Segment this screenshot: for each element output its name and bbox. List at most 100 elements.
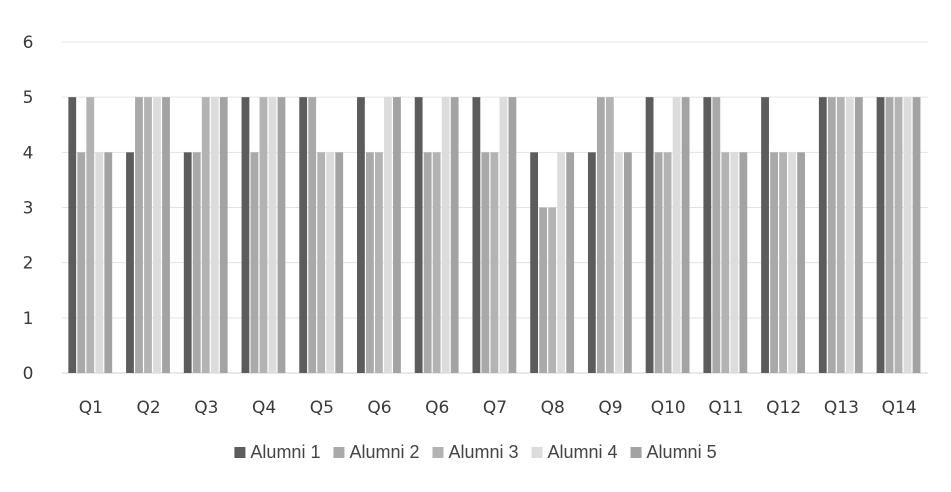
x-tick-label: Q9 xyxy=(598,398,622,418)
bar xyxy=(557,152,566,373)
bar xyxy=(605,97,614,374)
y-tick-label: 6 xyxy=(23,33,34,53)
y-tick-label: 3 xyxy=(23,199,34,219)
bar xyxy=(836,97,845,374)
bar xyxy=(712,97,721,374)
bar xyxy=(384,97,392,374)
x-tick-label: Q8 xyxy=(541,398,565,418)
bar xyxy=(623,152,632,373)
bar-group xyxy=(761,97,805,374)
legend-item: Alumni 1 xyxy=(234,442,320,462)
bar xyxy=(645,97,654,374)
bar xyxy=(845,97,854,374)
bar xyxy=(268,97,277,374)
bar xyxy=(530,152,539,373)
bar xyxy=(423,152,432,373)
legend-item: Alumni 3 xyxy=(432,442,519,462)
bar xyxy=(672,97,681,374)
bar xyxy=(104,152,113,373)
legend-item: Alumni 5 xyxy=(630,442,717,462)
bar xyxy=(441,97,450,374)
bar xyxy=(144,97,152,374)
bar xyxy=(250,152,259,373)
x-tick-label: Q10 xyxy=(651,398,686,418)
bar xyxy=(366,152,374,373)
bar-group xyxy=(645,97,690,374)
bar xyxy=(770,152,778,373)
bar xyxy=(135,97,143,374)
bar xyxy=(703,97,712,374)
x-tick-label: Q11 xyxy=(708,398,743,418)
x-axis-ticks: Q1 Q2 Q3 Q4 Q5 Q6 Q6 Q7 Q8 Q9 Q10 Q11 Q12 Q13 Q14 xyxy=(79,398,917,418)
bar xyxy=(219,97,228,374)
bar xyxy=(192,152,201,373)
bar xyxy=(779,152,787,373)
bar xyxy=(299,97,308,374)
bar xyxy=(472,97,481,374)
bar xyxy=(86,97,95,374)
bar xyxy=(201,97,210,374)
bar-group xyxy=(472,97,517,374)
bar xyxy=(162,97,170,374)
bar xyxy=(490,152,499,373)
legend: Alumni 1 Alumni 2 Alumni 3 Alumni 4 Alumni 5 xyxy=(234,442,717,462)
legend-label: Alumni 3 xyxy=(448,442,518,462)
legend-swatch xyxy=(432,447,444,458)
bar xyxy=(548,207,557,373)
bar-group xyxy=(357,97,401,374)
x-tick-label: Q12 xyxy=(766,398,801,418)
bar xyxy=(876,97,885,374)
legend-label: Alumni 5 xyxy=(647,442,717,462)
bar xyxy=(375,152,383,373)
x-tick-label: Q6 xyxy=(425,398,449,418)
bar-group xyxy=(703,97,748,374)
legend-item: Alumni 2 xyxy=(333,442,419,462)
bar xyxy=(126,152,134,373)
bar xyxy=(885,97,894,374)
legend-swatch xyxy=(234,447,246,458)
x-tick-label: Q3 xyxy=(194,398,218,418)
bar xyxy=(587,152,596,373)
bar xyxy=(277,97,286,374)
bar-group xyxy=(876,97,921,374)
bar xyxy=(739,152,748,373)
bar xyxy=(730,152,739,373)
bar xyxy=(68,97,77,374)
bar xyxy=(335,152,344,373)
bar xyxy=(761,97,769,374)
x-tick-label: Q2 xyxy=(136,398,160,418)
x-tick-label: Q14 xyxy=(882,398,917,418)
x-tick-label: Q13 xyxy=(824,398,859,418)
bar-group xyxy=(126,97,170,374)
bar xyxy=(539,207,548,373)
y-axis-ticks: 0 1 2 3 4 5 6 xyxy=(23,33,34,384)
bar xyxy=(818,97,827,374)
bar xyxy=(481,152,490,373)
bar xyxy=(499,97,508,374)
bar xyxy=(663,152,672,373)
y-tick-label: 1 xyxy=(23,309,34,329)
bar xyxy=(77,152,86,373)
bar xyxy=(508,97,517,374)
bar xyxy=(903,97,912,374)
x-tick-label: Q5 xyxy=(310,398,334,418)
bar xyxy=(210,97,219,374)
legend-swatch xyxy=(630,447,642,458)
legend-label: Alumni 2 xyxy=(349,442,419,462)
bar xyxy=(721,152,730,373)
bar xyxy=(393,97,401,374)
bar xyxy=(566,152,575,373)
bar xyxy=(414,97,423,374)
bar xyxy=(357,97,365,374)
bar-group xyxy=(818,97,863,374)
x-tick-label: Q1 xyxy=(79,398,103,418)
legend-item: Alumni 4 xyxy=(531,442,618,462)
bar-group xyxy=(68,97,113,374)
bar xyxy=(788,152,796,373)
bar xyxy=(308,97,317,374)
bar xyxy=(797,152,805,373)
bar xyxy=(654,152,663,373)
bar xyxy=(241,97,250,374)
